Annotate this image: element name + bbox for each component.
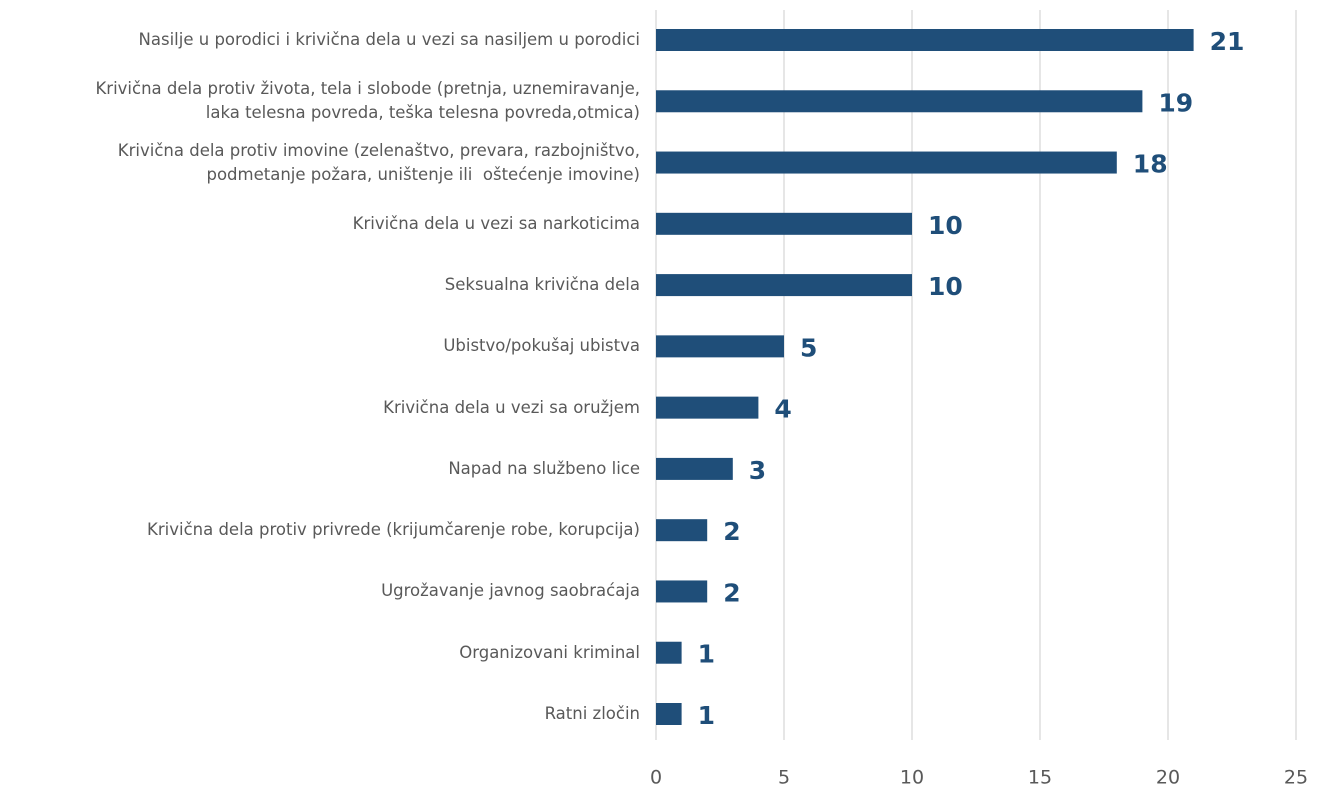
x-tick-label: 0 bbox=[650, 767, 662, 789]
y-tick-label: Ubistvo/pokušaj ubistva bbox=[443, 336, 640, 356]
value-label: 3 bbox=[749, 456, 766, 485]
value-label: 2 bbox=[723, 578, 740, 607]
bar bbox=[656, 580, 708, 603]
bar bbox=[656, 151, 1117, 174]
y-tick-label: Ratni zločin bbox=[544, 704, 640, 723]
value-label: 5 bbox=[800, 333, 817, 362]
value-label: 18 bbox=[1133, 150, 1168, 179]
bar bbox=[656, 519, 708, 542]
y-tick-label: Seksualna krivična dela bbox=[444, 275, 640, 295]
bar bbox=[656, 29, 1194, 51]
bar bbox=[656, 212, 912, 235]
value-label: 1 bbox=[698, 640, 715, 669]
y-tick-label: Organizovani kriminal bbox=[459, 642, 640, 662]
bar bbox=[656, 90, 1143, 113]
value-label: 2 bbox=[723, 517, 740, 546]
bar bbox=[656, 457, 733, 480]
value-label: 10 bbox=[928, 272, 963, 301]
x-tick-label: 5 bbox=[778, 767, 790, 789]
y-tick-label: Krivična dela protiv imovine (zelenaštvo… bbox=[117, 140, 640, 184]
value-label: 21 bbox=[1210, 27, 1245, 56]
y-tick-label: Krivična dela protiv života, tela i slob… bbox=[95, 79, 640, 123]
bar bbox=[656, 641, 682, 664]
bar bbox=[656, 703, 682, 725]
bar bbox=[656, 396, 759, 419]
bar bbox=[656, 274, 912, 297]
value-label: 19 bbox=[1158, 88, 1193, 117]
value-label: 4 bbox=[774, 395, 791, 424]
y-tick-label: Nasilje u porodici i krivična dela u vez… bbox=[138, 30, 640, 49]
x-tick-label: 25 bbox=[1284, 767, 1308, 789]
x-tick-label: 20 bbox=[1156, 767, 1180, 789]
y-tick-label: Napad na službeno lice bbox=[448, 458, 640, 478]
value-label: 1 bbox=[698, 701, 715, 730]
x-tick-label: 10 bbox=[900, 767, 924, 789]
y-tick-label: Krivična dela u vezi sa narkoticima bbox=[352, 213, 640, 233]
bar bbox=[656, 335, 784, 358]
x-tick-label: 15 bbox=[1028, 767, 1052, 789]
y-tick-label: Krivična dela u vezi sa oružjem bbox=[383, 397, 640, 417]
value-label: 10 bbox=[928, 211, 963, 240]
y-tick-label: Krivična dela protiv privrede (krijumčar… bbox=[147, 520, 640, 540]
y-tick-label: Ugrožavanje javnog saobraćaja bbox=[381, 581, 640, 601]
